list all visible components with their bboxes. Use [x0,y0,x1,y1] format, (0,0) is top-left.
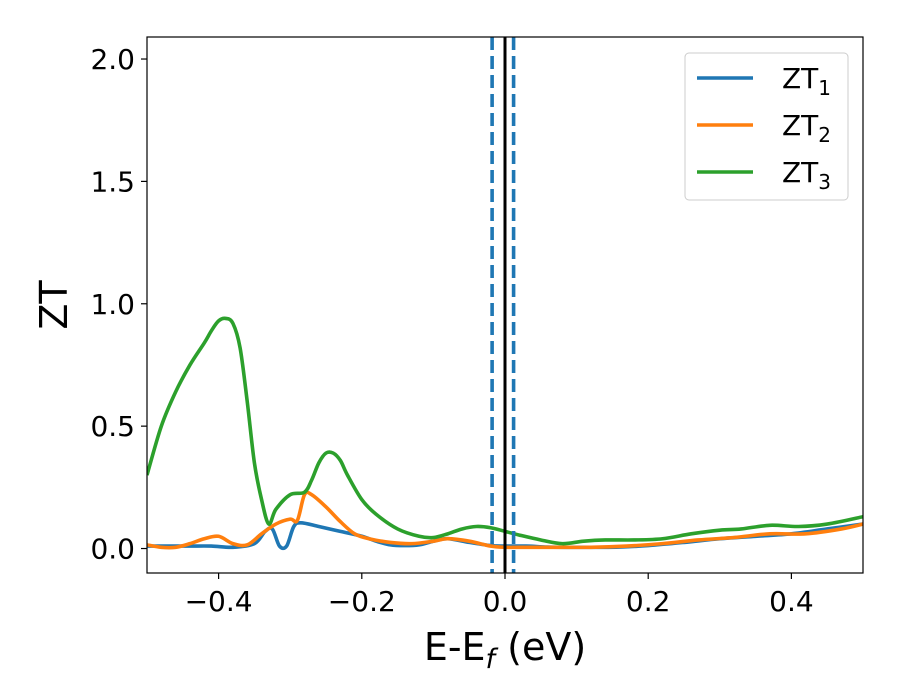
x-tick-label: −0.4 [185,585,253,618]
legend: ZT1 ZT2 ZT3 [684,52,849,201]
x-axis-title: E-Ef (eV) [424,625,586,675]
legend-label-3: ZT3 [782,156,831,194]
x-axis: −0.4 −0.2 0.0 0.2 0.4 [185,573,814,618]
y-tick-label: 2.0 [90,43,135,76]
y-tick-label: 1.5 [90,165,135,198]
x-tick-label: 0.4 [769,585,814,618]
legend-label-2: ZT2 [782,109,831,147]
y-tick-label: 0.5 [90,410,135,443]
legend-box [684,52,849,201]
y-axis-title: ZT [32,280,76,330]
x-tick-label: −0.2 [328,585,396,618]
series-line-3 [147,316,863,546]
y-axis: 0.0 0.5 1.0 1.5 2.0 [90,43,147,566]
x-tick-label: 0.2 [626,585,671,618]
y-tick-label: 1.0 [90,288,135,321]
x-tick-label: 0.0 [483,585,528,618]
y-tick-label: 0.0 [90,533,135,566]
plot-area [147,37,863,573]
series-line-2 [147,490,863,550]
legend-label-1: ZT1 [782,62,831,100]
